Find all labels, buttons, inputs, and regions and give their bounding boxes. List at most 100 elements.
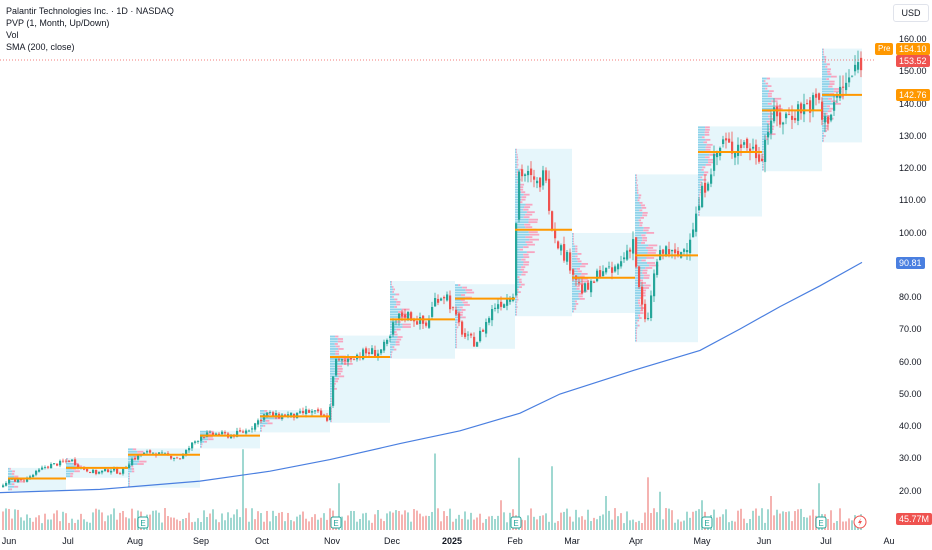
pvp-indicator-label[interactable]: PVP (1, Month, Up/Down)	[6, 18, 110, 28]
profile-row-down	[774, 107, 783, 110]
candle	[716, 150, 719, 166]
volume-bar	[842, 521, 844, 530]
candle	[71, 459, 74, 462]
volume-bar	[14, 509, 16, 530]
candle	[269, 410, 272, 416]
earnings-icon[interactable]: E	[330, 516, 342, 529]
candle	[209, 430, 212, 434]
profile-row-down	[392, 346, 395, 348]
volume-bar	[161, 522, 163, 530]
profile-row-down	[342, 358, 351, 360]
profile-row-down	[394, 333, 398, 336]
profile-row-up	[822, 70, 828, 73]
profile-row-down	[833, 102, 841, 105]
candle	[806, 99, 809, 105]
earnings-icon[interactable]: E	[701, 516, 713, 529]
candle	[620, 255, 623, 269]
volume-bar	[341, 516, 343, 530]
profile-row-up	[8, 480, 17, 483]
profile-row-up	[762, 80, 765, 82]
volume-bar	[473, 519, 475, 530]
candle	[176, 456, 179, 459]
profile-row-up	[390, 356, 392, 358]
symbol-title[interactable]: Palantir Technologies Inc. · 1D · NASDAQ	[6, 6, 174, 16]
pre-market-tag: Pre	[875, 43, 894, 55]
candle	[92, 469, 95, 474]
earnings-icon[interactable]: E	[137, 516, 149, 529]
candle	[452, 306, 455, 311]
profile-row-down	[699, 196, 700, 199]
profile-row-down	[461, 294, 466, 296]
profile-row-up	[330, 343, 335, 345]
profile-row-down	[331, 415, 332, 418]
profile-row-up	[515, 311, 517, 314]
profile-row-down	[67, 458, 68, 460]
volume-bar	[494, 519, 496, 530]
profile-row-up	[330, 338, 338, 340]
profile-row-down	[636, 322, 638, 324]
volume-bar	[749, 519, 751, 530]
profile-row-up	[698, 153, 710, 156]
volume-bar	[455, 518, 457, 530]
candles-layer	[2, 50, 863, 488]
profile-row-down	[574, 305, 577, 308]
volume-bar	[464, 511, 466, 530]
profile-row-down	[517, 276, 520, 279]
profile-row-up	[455, 338, 457, 341]
profile-row-down	[261, 427, 262, 430]
profile-row-down	[579, 298, 585, 300]
profile-row-up	[822, 105, 827, 108]
profile-row-down	[516, 311, 517, 314]
candle	[767, 123, 770, 145]
profile-row-up	[635, 229, 644, 232]
x-tick-label: Apr	[629, 536, 643, 546]
sma-indicator-label[interactable]: SMA (200, close)	[6, 42, 75, 52]
profile-row-up	[572, 300, 575, 303]
candle	[128, 462, 131, 469]
profile-row-down	[767, 115, 772, 118]
profile-row-up	[762, 143, 765, 146]
profile-row-up	[698, 168, 702, 171]
candle	[545, 167, 548, 184]
profile-row-up	[330, 385, 333, 388]
profile-row-down	[823, 48, 824, 51]
earnings-icon[interactable]: E	[510, 516, 522, 529]
profile-row-up	[635, 184, 637, 187]
poc-lines-layer	[8, 93, 862, 480]
profile-row-down	[263, 424, 266, 427]
profile-row-up	[200, 435, 208, 438]
profile-row-down	[827, 68, 831, 71]
profile-row-down	[524, 223, 531, 226]
chart-legend: Palantir Technologies Inc. · 1D · NASDAQ…	[6, 5, 174, 53]
candle	[425, 320, 428, 328]
currency-button[interactable]: USD	[893, 4, 929, 22]
volume-bar	[794, 511, 796, 530]
profile-row-up	[635, 322, 637, 324]
profile-row-down	[823, 132, 824, 135]
candle	[260, 419, 263, 424]
candle	[455, 306, 458, 317]
profile-row-down	[137, 450, 144, 453]
volume-bar	[239, 517, 241, 530]
profile-row-down	[11, 483, 15, 486]
profile-row-down	[74, 470, 80, 473]
profile-row-up	[762, 140, 765, 143]
volume-bar	[767, 509, 769, 530]
candle	[698, 197, 701, 211]
candle	[602, 265, 605, 277]
earnings-icon[interactable]: E	[815, 516, 827, 529]
volume-bar	[662, 519, 664, 530]
profile-row-down	[337, 338, 344, 340]
profile-row-up	[515, 181, 518, 184]
volume-bar	[374, 514, 376, 530]
volume-bar	[323, 513, 325, 530]
profile-row-down	[518, 278, 522, 281]
profile-row-up	[635, 339, 637, 342]
volume-bar	[677, 519, 679, 530]
candle	[542, 165, 545, 190]
volume-bar	[155, 510, 157, 530]
profile-row-up	[698, 176, 701, 179]
vol-indicator-label[interactable]: Vol	[6, 30, 19, 40]
profile-row-down	[824, 56, 827, 58]
